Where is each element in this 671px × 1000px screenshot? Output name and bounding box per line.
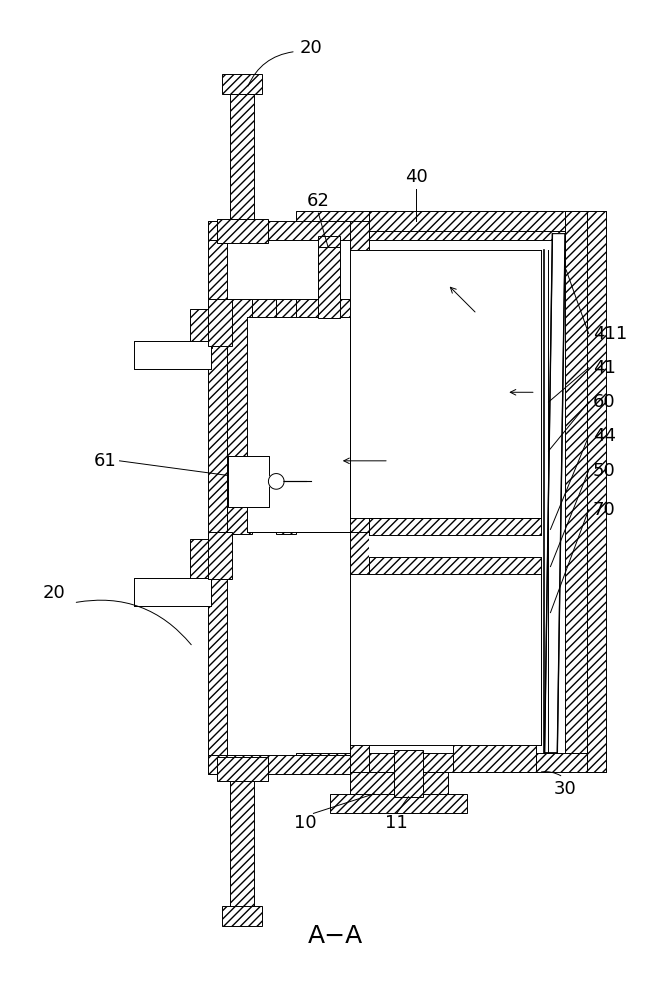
- Bar: [228, 456, 269, 507]
- Bar: [230, 781, 254, 908]
- Bar: [296, 753, 607, 772]
- Bar: [134, 578, 211, 606]
- Text: 41: 41: [592, 359, 615, 377]
- Bar: [247, 317, 350, 532]
- Bar: [190, 309, 211, 348]
- Text: 11: 11: [385, 814, 408, 832]
- Text: 61: 61: [94, 452, 117, 470]
- Polygon shape: [268, 474, 284, 489]
- Bar: [227, 515, 369, 532]
- Bar: [350, 221, 369, 299]
- Bar: [208, 221, 369, 240]
- Bar: [350, 250, 541, 518]
- Text: 411: 411: [592, 325, 627, 343]
- Text: 10: 10: [295, 814, 317, 832]
- Bar: [452, 745, 535, 772]
- Bar: [190, 539, 211, 578]
- Bar: [134, 341, 211, 369]
- Bar: [222, 906, 262, 926]
- Text: 60: 60: [592, 393, 615, 411]
- Bar: [222, 74, 262, 94]
- Bar: [208, 221, 227, 774]
- Text: 20: 20: [43, 584, 66, 602]
- Bar: [586, 211, 607, 772]
- Bar: [296, 211, 607, 231]
- Bar: [350, 574, 541, 746]
- Bar: [208, 755, 369, 774]
- Bar: [318, 247, 340, 318]
- Bar: [217, 219, 268, 243]
- Text: A−A: A−A: [307, 924, 362, 948]
- Text: 62: 62: [307, 192, 330, 210]
- Bar: [369, 231, 586, 240]
- Bar: [208, 299, 232, 346]
- Text: 50: 50: [592, 462, 615, 480]
- Polygon shape: [545, 234, 565, 753]
- Bar: [276, 299, 296, 534]
- Bar: [318, 236, 340, 299]
- Bar: [228, 456, 269, 507]
- Bar: [565, 211, 586, 753]
- Bar: [230, 94, 254, 221]
- Bar: [330, 794, 467, 813]
- Bar: [350, 529, 369, 774]
- Bar: [369, 518, 541, 535]
- Bar: [134, 341, 211, 369]
- Bar: [227, 299, 369, 317]
- Text: 30: 30: [554, 780, 576, 798]
- Text: 44: 44: [592, 427, 615, 445]
- Bar: [369, 535, 541, 557]
- Text: 40: 40: [405, 168, 427, 186]
- Text: 70: 70: [592, 501, 615, 519]
- Text: 20: 20: [299, 39, 322, 57]
- Bar: [227, 299, 252, 534]
- Bar: [350, 772, 448, 800]
- Bar: [369, 211, 586, 231]
- Bar: [208, 532, 232, 579]
- Bar: [394, 750, 423, 797]
- Bar: [217, 757, 268, 781]
- Bar: [369, 557, 541, 574]
- Bar: [134, 578, 211, 606]
